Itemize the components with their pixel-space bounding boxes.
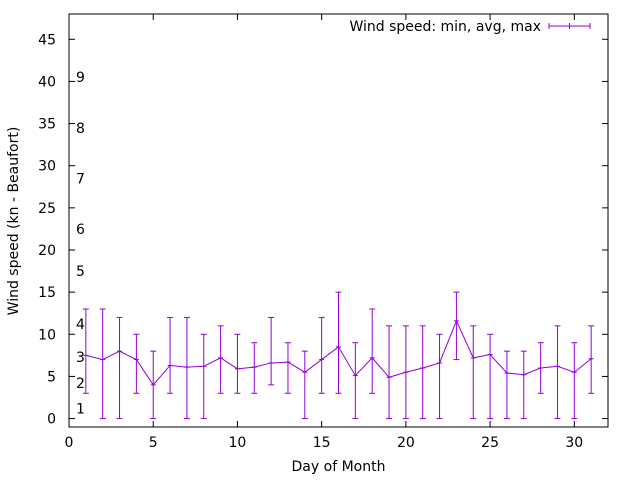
y-tick-label: 10 [38, 327, 56, 343]
y-tick-label: 45 [38, 32, 56, 48]
y-tick-label: 20 [38, 243, 56, 259]
plot-frame [68, 13, 609, 428]
legend-sample [548, 23, 591, 29]
y-tick-label: 5 [47, 369, 56, 385]
y-tick-label: 30 [38, 159, 56, 175]
legend: Wind speed: min, avg, max [349, 19, 591, 35]
beaufort-label: 3 [76, 350, 85, 366]
beaufort-label: 2 [76, 376, 85, 392]
x-tick-label: 25 [481, 435, 499, 451]
beaufort-label: 4 [76, 317, 85, 333]
y-tick-label: 25 [38, 201, 56, 217]
error-bars [82, 291, 595, 420]
data-points [83, 320, 594, 386]
beaufort-label: 7 [76, 171, 85, 187]
beaufort-label: 9 [76, 70, 85, 86]
y-tick-label: 40 [38, 74, 56, 90]
x-tick-label: 0 [65, 435, 74, 451]
y-tick-label: 35 [38, 117, 56, 133]
y-axis-label: Wind speed (kn - Beaufort) [6, 127, 22, 316]
y-tick-label: 0 [47, 412, 56, 428]
beaufort-label: 1 [76, 401, 85, 417]
x-tick-label: 5 [149, 435, 158, 451]
beaufort-label: 8 [76, 121, 85, 137]
beaufort-labels: 1 2 3 4 5 6 7 8 9 [76, 70, 85, 417]
x-tick-label: 20 [397, 435, 415, 451]
x-tick-label: 30 [565, 435, 583, 451]
x-axis-label: Day of Month [292, 459, 386, 475]
y-tick-label: 15 [38, 285, 56, 301]
x-tick-label: 10 [229, 435, 247, 451]
legend-label: Wind speed: min, avg, max [349, 19, 541, 35]
x-axis-ticks: 0 5 10 15 20 25 30 [65, 14, 583, 451]
x-tick-label: 15 [313, 435, 331, 451]
beaufort-label: 6 [76, 222, 85, 238]
beaufort-label: 5 [76, 264, 85, 280]
